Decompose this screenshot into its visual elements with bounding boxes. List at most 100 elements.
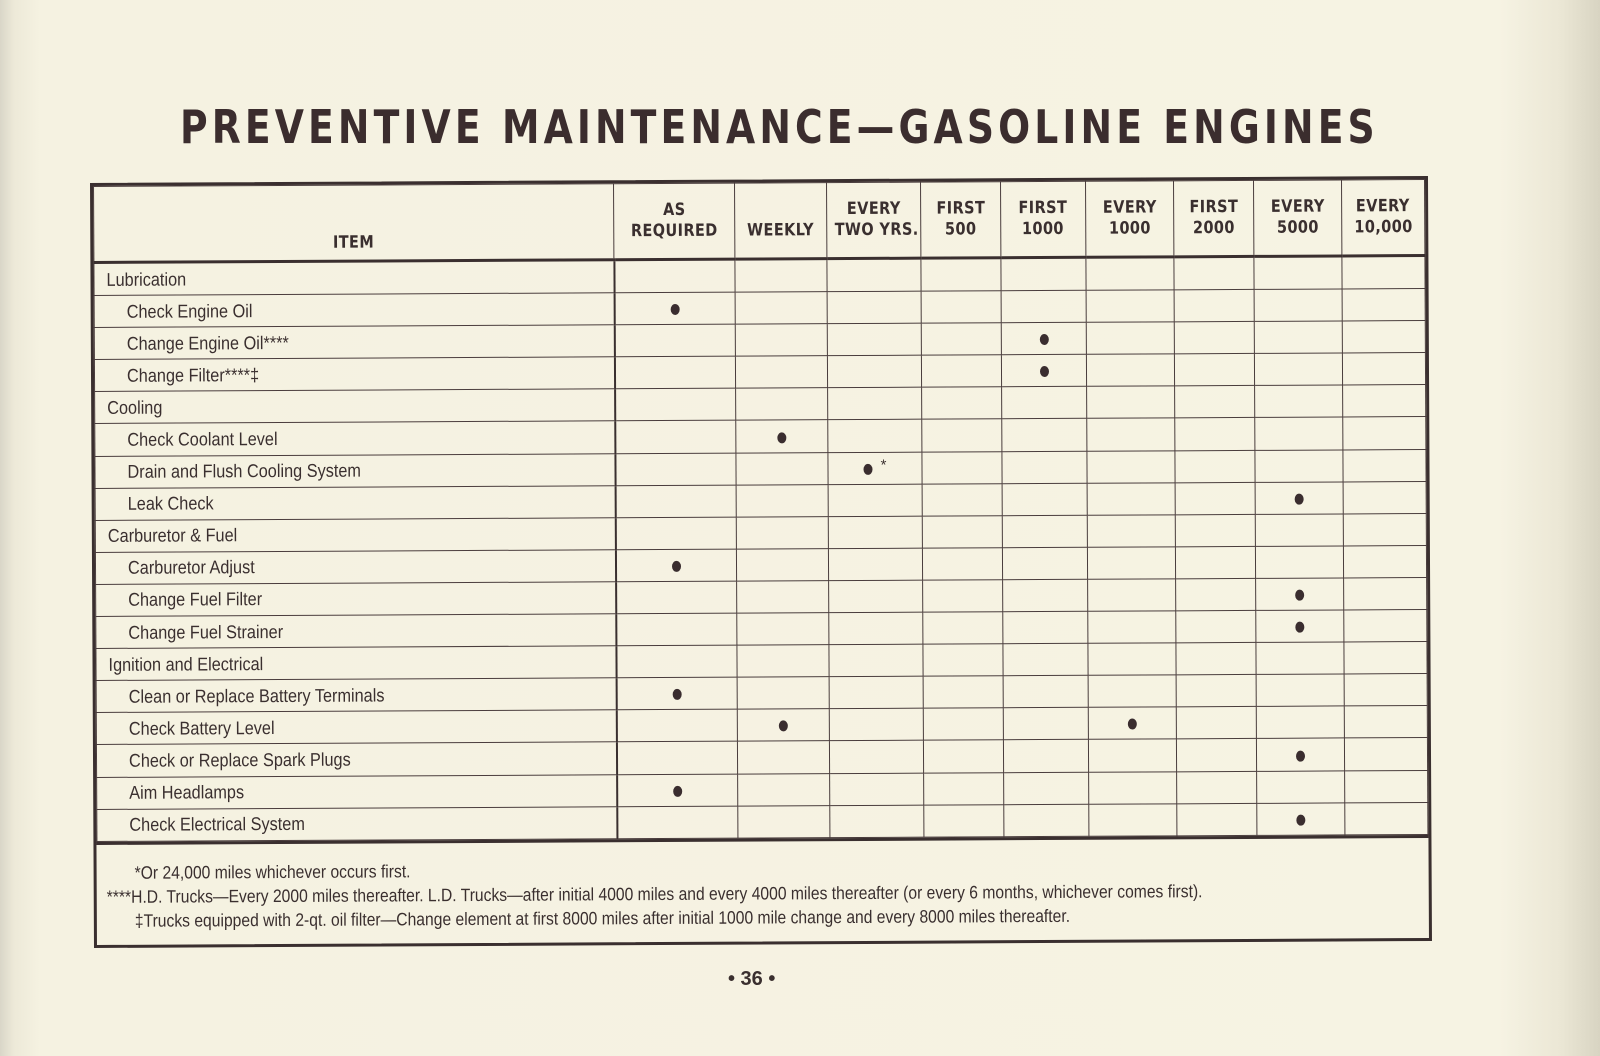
schedule-cell-as-required <box>616 773 738 807</box>
schedule-cell-first-1000 <box>1001 386 1087 420</box>
schedule-cell-every-10000 <box>1343 577 1427 610</box>
schedule-cell-first-1000 <box>1000 257 1087 291</box>
column-header-every-1000: EVERY 1000 <box>1085 180 1174 258</box>
schedule-cell-as-required <box>616 741 738 775</box>
schedule-cell-every-10000 <box>1344 737 1428 771</box>
row-label-text: Leak Check <box>127 492 214 515</box>
schedule-cell-every-1000 <box>1088 771 1177 804</box>
schedule-cell-every-10000 <box>1343 513 1427 546</box>
schedule-cell-first-1000 <box>1001 290 1087 323</box>
schedule-cell-first-1000 <box>1002 643 1089 676</box>
schedule-cell-first-500 <box>920 257 1002 292</box>
column-header-label: 1000 <box>1022 218 1065 240</box>
schedule-cell-every-1000 <box>1088 707 1177 740</box>
schedule-cell-every-1000 <box>1087 546 1176 580</box>
category-label: Ignition and Electrical <box>95 645 617 681</box>
schedule-cell-every-two-yrs <box>829 804 924 838</box>
schedule-cell-weekly <box>736 580 829 614</box>
column-header-label: ITEM <box>333 232 375 253</box>
column-header-item: ITEM <box>93 183 614 263</box>
bullet-dot-icon <box>863 463 873 475</box>
row-label-text: Cooling <box>107 396 163 418</box>
column-header-label: EVERY <box>1270 196 1325 217</box>
schedule-cell-every-two-yrs <box>829 676 924 709</box>
maintenance-schedule: ITEM AS REQUIRED WEEKLY EVERY TWO YRS. FIRST 50… <box>90 175 1432 948</box>
schedule-cell-first-500 <box>922 611 1003 645</box>
schedule-cell-first-2000 <box>1174 353 1255 387</box>
schedule-cell-every-1000 <box>1086 418 1175 451</box>
schedule-cell-first-500 <box>923 675 1004 709</box>
bullet-dot-icon <box>1295 621 1305 633</box>
schedule-cell-weekly <box>734 258 828 293</box>
bullet-dot-icon <box>672 689 682 701</box>
schedule-cell-every-10000 <box>1342 320 1426 354</box>
row-label-text: Check Electrical System <box>129 813 305 835</box>
item-label: Check Engine Oil <box>94 292 615 328</box>
row-label-text: Change Filter****‡ <box>126 363 260 386</box>
schedule-cell-first-500 <box>923 804 1004 837</box>
schedule-cell-every-two-yrs <box>829 740 924 774</box>
schedule-cell-every-5000 <box>1254 289 1343 322</box>
schedule-cell-as-required <box>615 581 737 614</box>
schedule-cell-every-5000 <box>1255 481 1344 515</box>
page-number: • 36 • <box>728 968 776 990</box>
schedule-cell-first-500 <box>921 419 1002 452</box>
schedule-cell-every-1000 <box>1086 354 1175 387</box>
schedule-cell-every-1000 <box>1086 450 1176 483</box>
column-header-label: 5000 <box>1276 217 1319 238</box>
schedule-cell-first-1000 <box>1002 579 1088 612</box>
bullet-dot-icon <box>1039 366 1049 378</box>
schedule-cell-first-2000 <box>1176 706 1257 740</box>
schedule-cell-every-5000 <box>1256 802 1345 836</box>
schedule-cell-every-1000 <box>1087 514 1176 548</box>
schedule-cell-first-2000 <box>1176 770 1257 804</box>
schedule-cell-weekly <box>737 805 830 838</box>
schedule-cell-first-500 <box>921 290 1002 324</box>
schedule-cell-first-2000 <box>1175 578 1256 611</box>
bullet-dot-icon <box>777 431 787 444</box>
bullet-dot-icon <box>1296 814 1306 826</box>
schedule-cell-first-1000 <box>1003 707 1089 741</box>
bullet-dot-icon <box>1295 589 1305 601</box>
schedule-cell-first-500 <box>921 451 1003 484</box>
schedule-cell-first-2000 <box>1174 289 1255 323</box>
column-header-label: FIRST <box>1018 197 1068 219</box>
schedule-cell-first-2000 <box>1175 514 1256 547</box>
schedule-cell-every-1000 <box>1087 482 1176 516</box>
schedule-cell-every-10000 <box>1343 641 1428 675</box>
schedule-cell-every-1000 <box>1086 289 1175 323</box>
schedule-cell-every-two-yrs <box>828 580 923 613</box>
schedule-cell-as-required <box>615 516 737 550</box>
column-header-as-required: AS REQUIRED <box>613 183 735 260</box>
schedule-cell-every-5000 <box>1254 353 1343 386</box>
item-label: Change Fuel Filter <box>95 581 616 617</box>
schedule-cell-every-1000 <box>1086 322 1175 355</box>
column-header-every-10000: EVERY 10,000 <box>1341 179 1425 256</box>
category-label: Lubrication <box>93 259 615 296</box>
column-header-label: EVERY <box>846 198 901 220</box>
footnote: ‡Trucks equipped with 2-qt. oil filter—C… <box>134 905 1071 931</box>
schedule-cell-first-2000 <box>1176 802 1257 836</box>
schedule-cell-every-two-yrs <box>826 258 922 292</box>
row-label-text: Carburetor Adjust <box>127 556 255 579</box>
item-label: Leak Check <box>95 485 616 521</box>
schedule-cell-every-5000 <box>1256 770 1345 803</box>
column-header-first-1000: FIRST 1000 <box>1000 181 1086 258</box>
schedule-cell-first-1000 <box>1002 611 1088 644</box>
schedule-cell-weekly <box>736 484 829 517</box>
schedule-cell-first-500 <box>923 708 1004 741</box>
bullet-dot-icon <box>1039 334 1049 346</box>
column-header-weekly: WEEKLY <box>734 182 827 260</box>
schedule-cell-as-required <box>614 388 736 422</box>
schedule-cell-as-required <box>614 292 736 325</box>
item-label: Change Fuel Strainer <box>95 613 616 649</box>
item-label: Carburetor Adjust <box>95 549 616 585</box>
schedule-cell-as-required <box>616 709 738 743</box>
table-header-row: ITEM AS REQUIRED WEEKLY EVERY TWO YRS. FIRST 50… <box>93 179 1425 263</box>
column-header-label: TWO YRS. <box>834 219 919 241</box>
schedule-cell-first-2000 <box>1173 256 1255 290</box>
row-label-text: Check or Replace Spark Plugs <box>128 748 351 771</box>
schedule-cell-every-10000 <box>1344 705 1428 739</box>
schedule-cell-first-500 <box>922 515 1003 548</box>
page-title: PREVENTIVE MAINTENANCE—GASOLINE ENGINES <box>180 100 1379 154</box>
